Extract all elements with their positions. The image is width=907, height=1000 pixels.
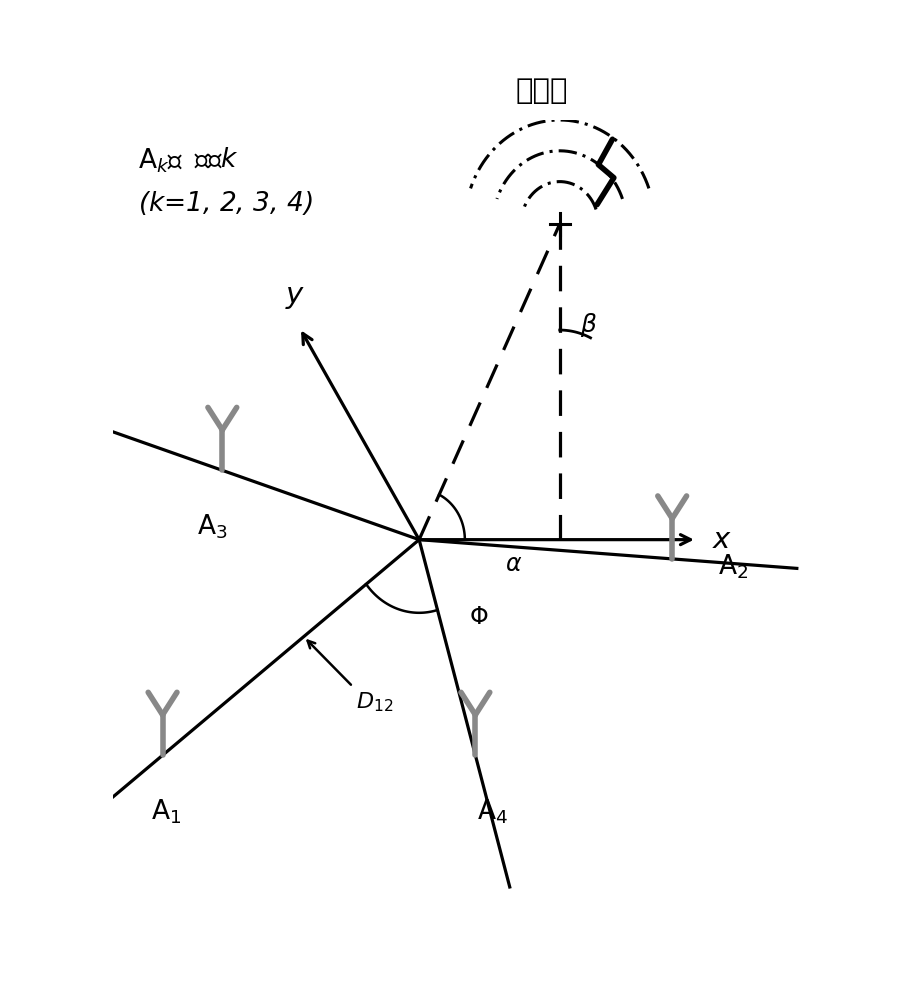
Text: ($k$=1, 2, 3, 4): ($k$=1, 2, 3, 4) bbox=[138, 189, 313, 217]
Text: $D_{12}$: $D_{12}$ bbox=[356, 691, 394, 714]
Text: A$_2$: A$_2$ bbox=[718, 552, 748, 581]
Text: A$_k$：: A$_k$： bbox=[138, 147, 183, 175]
Text: 放电源: 放电源 bbox=[516, 77, 569, 105]
Text: $\Phi$: $\Phi$ bbox=[469, 605, 489, 629]
Text: A$_4$: A$_4$ bbox=[477, 798, 509, 826]
Text: $\alpha$: $\alpha$ bbox=[505, 552, 522, 576]
Text: $y$: $y$ bbox=[286, 283, 306, 311]
Text: $\beta$: $\beta$ bbox=[580, 311, 597, 339]
Text: A$_3$: A$_3$ bbox=[197, 513, 227, 541]
Text: 天线$k$: 天线$k$ bbox=[194, 147, 239, 173]
Text: A$_1$: A$_1$ bbox=[151, 798, 181, 826]
Text: $x$: $x$ bbox=[712, 526, 733, 554]
